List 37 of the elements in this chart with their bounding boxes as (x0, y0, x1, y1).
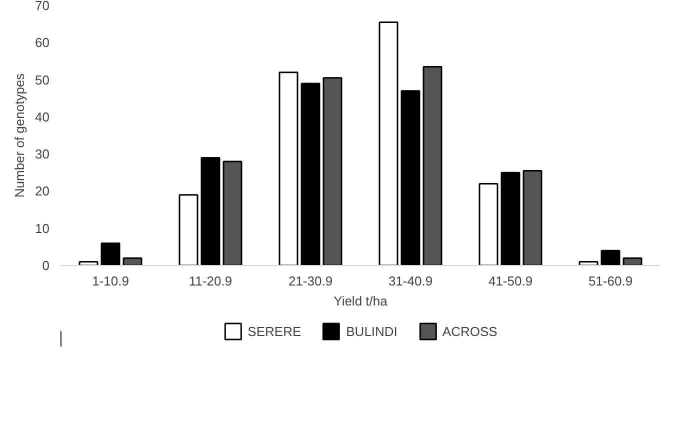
x-tick-label: 51-60.9 (588, 274, 633, 288)
y-tick-label: 60 (35, 35, 50, 50)
legend-label: SERERE (248, 324, 302, 338)
bar (178, 194, 198, 266)
bar (200, 157, 220, 266)
x-tick-label: 41-50.9 (488, 274, 533, 288)
x-tick-label: 1-10.9 (92, 274, 129, 288)
bar (422, 66, 442, 266)
x-tick-label: 21-30.9 (288, 274, 333, 288)
y-tick-label: 0 (42, 258, 50, 273)
bar (222, 160, 242, 266)
bar (278, 72, 298, 266)
bar (300, 82, 320, 266)
y-tick-label: 50 (35, 72, 50, 88)
bar (500, 172, 520, 266)
bar (100, 242, 120, 266)
x-tick-label: 31-40.9 (388, 274, 433, 288)
bar (78, 261, 98, 266)
legend-label: ACROSS (442, 324, 498, 338)
bar (378, 21, 398, 266)
bar (400, 90, 420, 266)
bar (122, 257, 142, 266)
x-axis-title: Yield t/ha (334, 294, 388, 308)
bar (600, 250, 620, 266)
y-tick-label: 10 (35, 220, 50, 236)
y-tick-label: 40 (35, 109, 50, 124)
bar (578, 261, 598, 266)
bar (522, 170, 542, 266)
y-axis-title: Number of genotypes (12, 72, 28, 198)
bar (322, 77, 342, 266)
y-tick-label: 20 (35, 184, 50, 199)
bar (478, 183, 498, 266)
y-tick-label: 70 (35, 0, 50, 13)
x-tick-label: 11-20.9 (188, 274, 232, 288)
bar (622, 257, 642, 266)
y-tick-label: 30 (35, 146, 50, 162)
legend-label: BULINDI (346, 324, 398, 338)
